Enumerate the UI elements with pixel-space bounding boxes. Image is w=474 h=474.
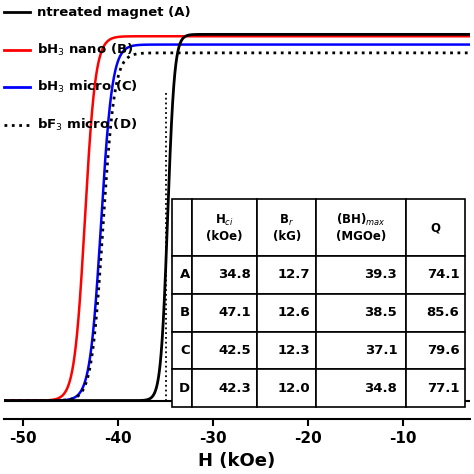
Text: bF$_3$ micro (D): bF$_3$ micro (D) — [37, 117, 137, 133]
Text: ntreated magnet (A): ntreated magnet (A) — [37, 6, 191, 19]
X-axis label: H (kOe): H (kOe) — [199, 452, 275, 470]
Text: bH$_3$ nano (B): bH$_3$ nano (B) — [37, 42, 133, 58]
Text: bH$_3$ micro (C): bH$_3$ micro (C) — [37, 79, 137, 95]
